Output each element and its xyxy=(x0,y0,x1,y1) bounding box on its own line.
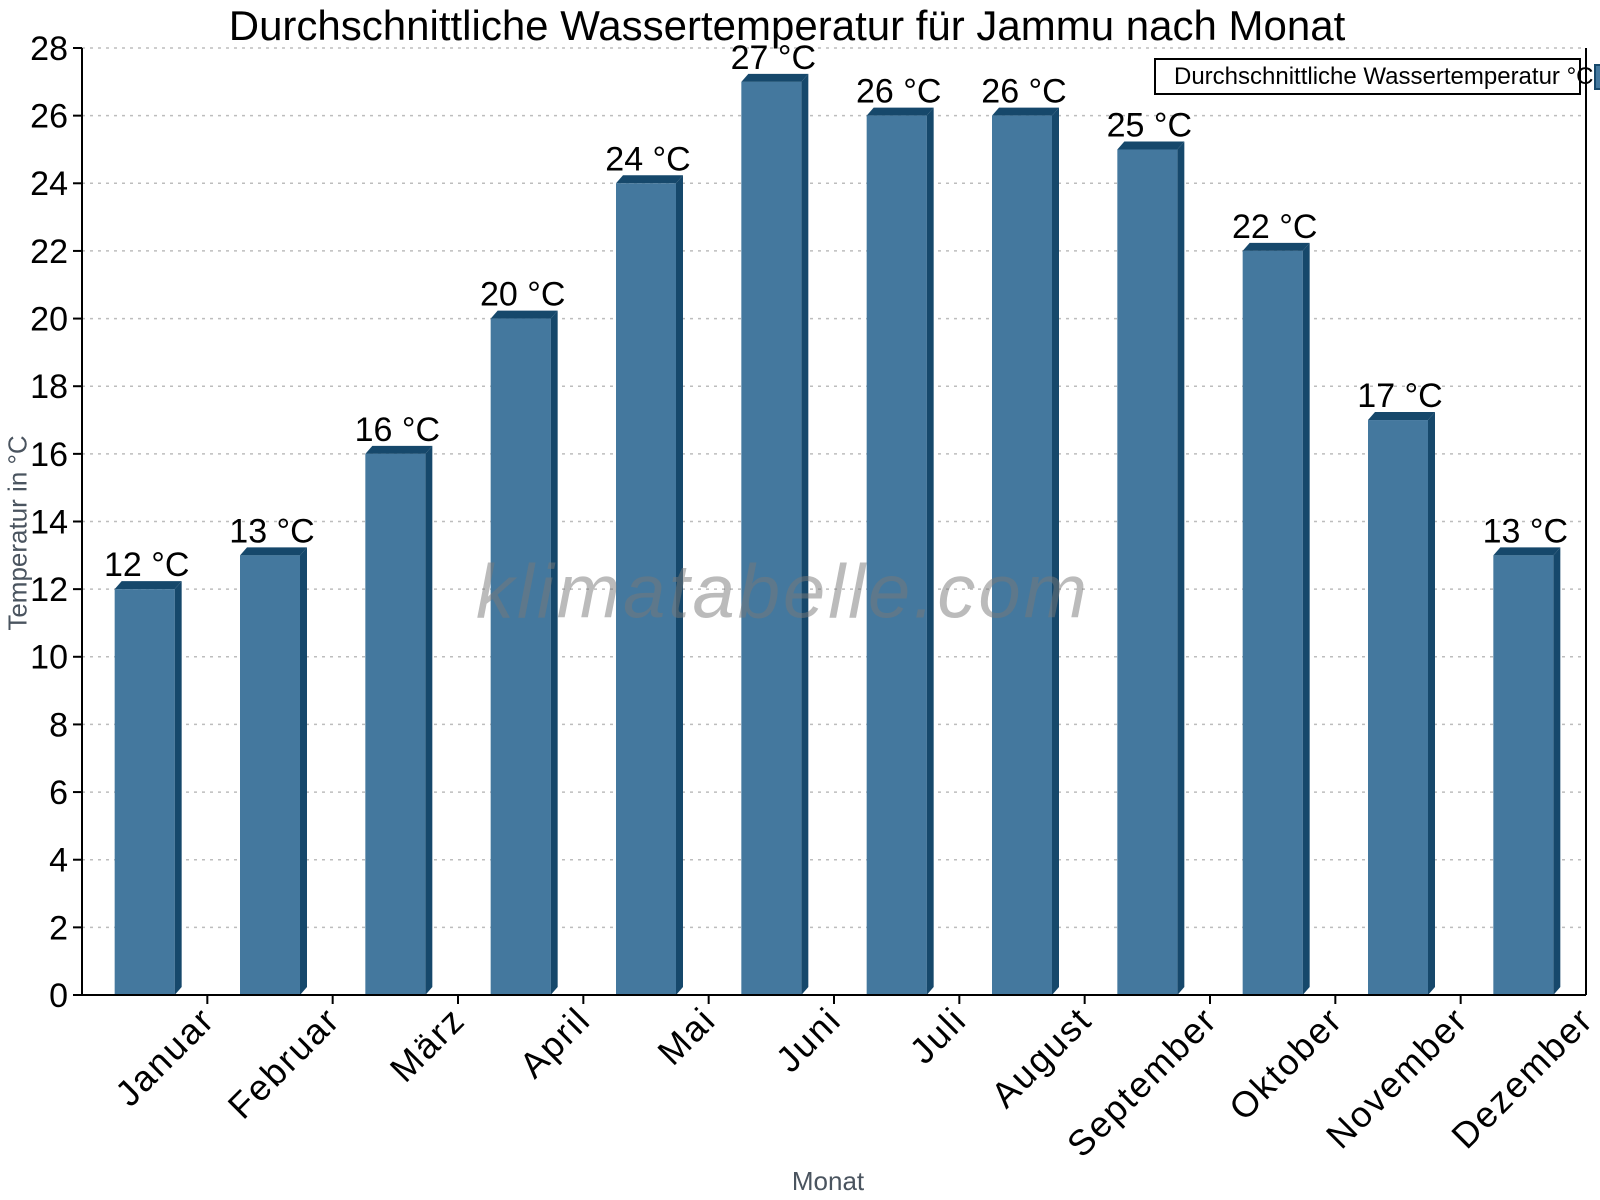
bar-september: 25 °C xyxy=(1107,106,1192,995)
bar-juli: 26 °C xyxy=(856,73,941,995)
bar-value-label: 22 °C xyxy=(1232,208,1317,246)
y-tick-label: 14 xyxy=(30,503,68,541)
x-tick-label: Januar xyxy=(107,999,222,1114)
bar-top-face xyxy=(1117,141,1185,150)
bar-dezember: 13 °C xyxy=(1483,512,1568,995)
bar-side-face xyxy=(174,581,182,995)
y-tick-label: 20 xyxy=(30,300,68,338)
bar-oktober: 22 °C xyxy=(1232,208,1317,995)
y-tick-label: 10 xyxy=(30,639,68,677)
y-tick-label: 26 xyxy=(30,98,68,136)
y-tick-label: 0 xyxy=(49,977,68,1015)
bar-value-label: 27 °C xyxy=(731,39,816,77)
bar-front-face xyxy=(490,318,551,996)
bar-top-face xyxy=(992,107,1059,116)
bar-front-face xyxy=(992,115,1052,995)
bar-mai: 24 °C xyxy=(605,140,691,996)
bar-front-face xyxy=(114,589,175,995)
x-tick-label: April xyxy=(511,999,598,1086)
x-tick-label: August xyxy=(983,999,1100,1116)
bar-märz: 16 °C xyxy=(355,411,440,995)
bar-front-face xyxy=(1493,555,1554,995)
bar-top-face xyxy=(114,581,182,590)
bar-top-face xyxy=(866,107,934,116)
bar-top-face xyxy=(1368,412,1435,421)
bar-november: 17 °C xyxy=(1357,377,1443,995)
bar-top-face xyxy=(490,310,558,319)
bar-front-face xyxy=(240,555,300,995)
bar-august: 26 °C xyxy=(981,73,1067,995)
y-tick-label: 8 xyxy=(49,706,68,744)
bar-top-face xyxy=(616,175,683,184)
y-tick-label: 4 xyxy=(49,842,68,880)
bar-januar: 12 °C xyxy=(104,546,189,995)
bar-side-face xyxy=(1177,141,1185,995)
x-tick-label: Juli xyxy=(901,999,974,1072)
bar-front-face xyxy=(616,183,676,996)
watermark: klimatabelle.com xyxy=(476,549,1090,635)
bar-value-label: 16 °C xyxy=(355,411,440,449)
bar-front-face xyxy=(365,453,426,995)
legend-swatch-icon xyxy=(1593,63,1600,90)
bar-side-face xyxy=(926,107,934,995)
bar-side-face xyxy=(1052,107,1059,995)
y-tick-label: 24 xyxy=(30,165,68,203)
bar-value-label: 12 °C xyxy=(104,546,189,584)
bar-top-face xyxy=(1242,242,1310,251)
y-tick-label: 16 xyxy=(30,436,68,474)
bar-april: 20 °C xyxy=(480,276,565,996)
x-tick-label: Februar xyxy=(220,999,348,1127)
chart-title: Durchschnittliche Wassertemperatur für J… xyxy=(228,2,1346,49)
bar-front-face xyxy=(1242,250,1303,995)
y-tick-label: 2 xyxy=(49,909,68,947)
y-tick-label: 12 xyxy=(30,571,68,609)
bar-februar: 13 °C xyxy=(229,512,315,995)
bar-top-face xyxy=(240,547,307,556)
bar-side-face xyxy=(1553,547,1561,995)
bar-top-face xyxy=(365,445,433,454)
x-axis-title: Monat xyxy=(791,1166,865,1196)
bar-top-face xyxy=(1493,547,1561,556)
bar-side-face xyxy=(676,175,683,996)
x-tick-label: Oktober xyxy=(1221,999,1350,1128)
y-tick-label: 28 xyxy=(30,30,68,68)
x-tick-label: Mai xyxy=(649,999,723,1073)
bar-front-face xyxy=(741,81,802,996)
bar-side-face xyxy=(1302,242,1310,995)
bar-front-face xyxy=(1117,149,1178,995)
bar-side-face xyxy=(550,310,558,996)
bar-value-label: 13 °C xyxy=(229,512,314,550)
bar-top-face xyxy=(741,73,809,82)
y-tick-label: 6 xyxy=(49,774,68,812)
legend: Durchschnittliche Wassertemperatur °C xyxy=(1154,58,1600,95)
bar-side-face xyxy=(1428,412,1435,995)
x-tick-label: März xyxy=(382,999,473,1090)
bar-value-label: 25 °C xyxy=(1107,106,1192,144)
bar-value-label: 26 °C xyxy=(856,73,941,111)
bar-side-face xyxy=(801,73,809,996)
bar-juni: 27 °C xyxy=(731,39,816,996)
bar-side-face xyxy=(300,547,307,995)
bar-side-face xyxy=(425,445,433,995)
bar-front-face xyxy=(1368,420,1428,995)
y-tick-label: 22 xyxy=(30,233,68,271)
legend-label: Durchschnittliche Wassertemperatur °C xyxy=(1174,62,1594,90)
bar-value-label: 26 °C xyxy=(981,73,1066,111)
bar-front-face xyxy=(866,115,927,995)
y-tick-label: 18 xyxy=(30,368,68,406)
bar-value-label: 17 °C xyxy=(1357,377,1442,415)
bar-value-label: 24 °C xyxy=(605,140,690,178)
x-tick-label: Juni xyxy=(768,999,849,1080)
y-axis-title: Temperatur in °C xyxy=(2,435,33,631)
bar-value-label: 20 °C xyxy=(480,276,565,314)
bar-value-label: 13 °C xyxy=(1483,512,1568,550)
